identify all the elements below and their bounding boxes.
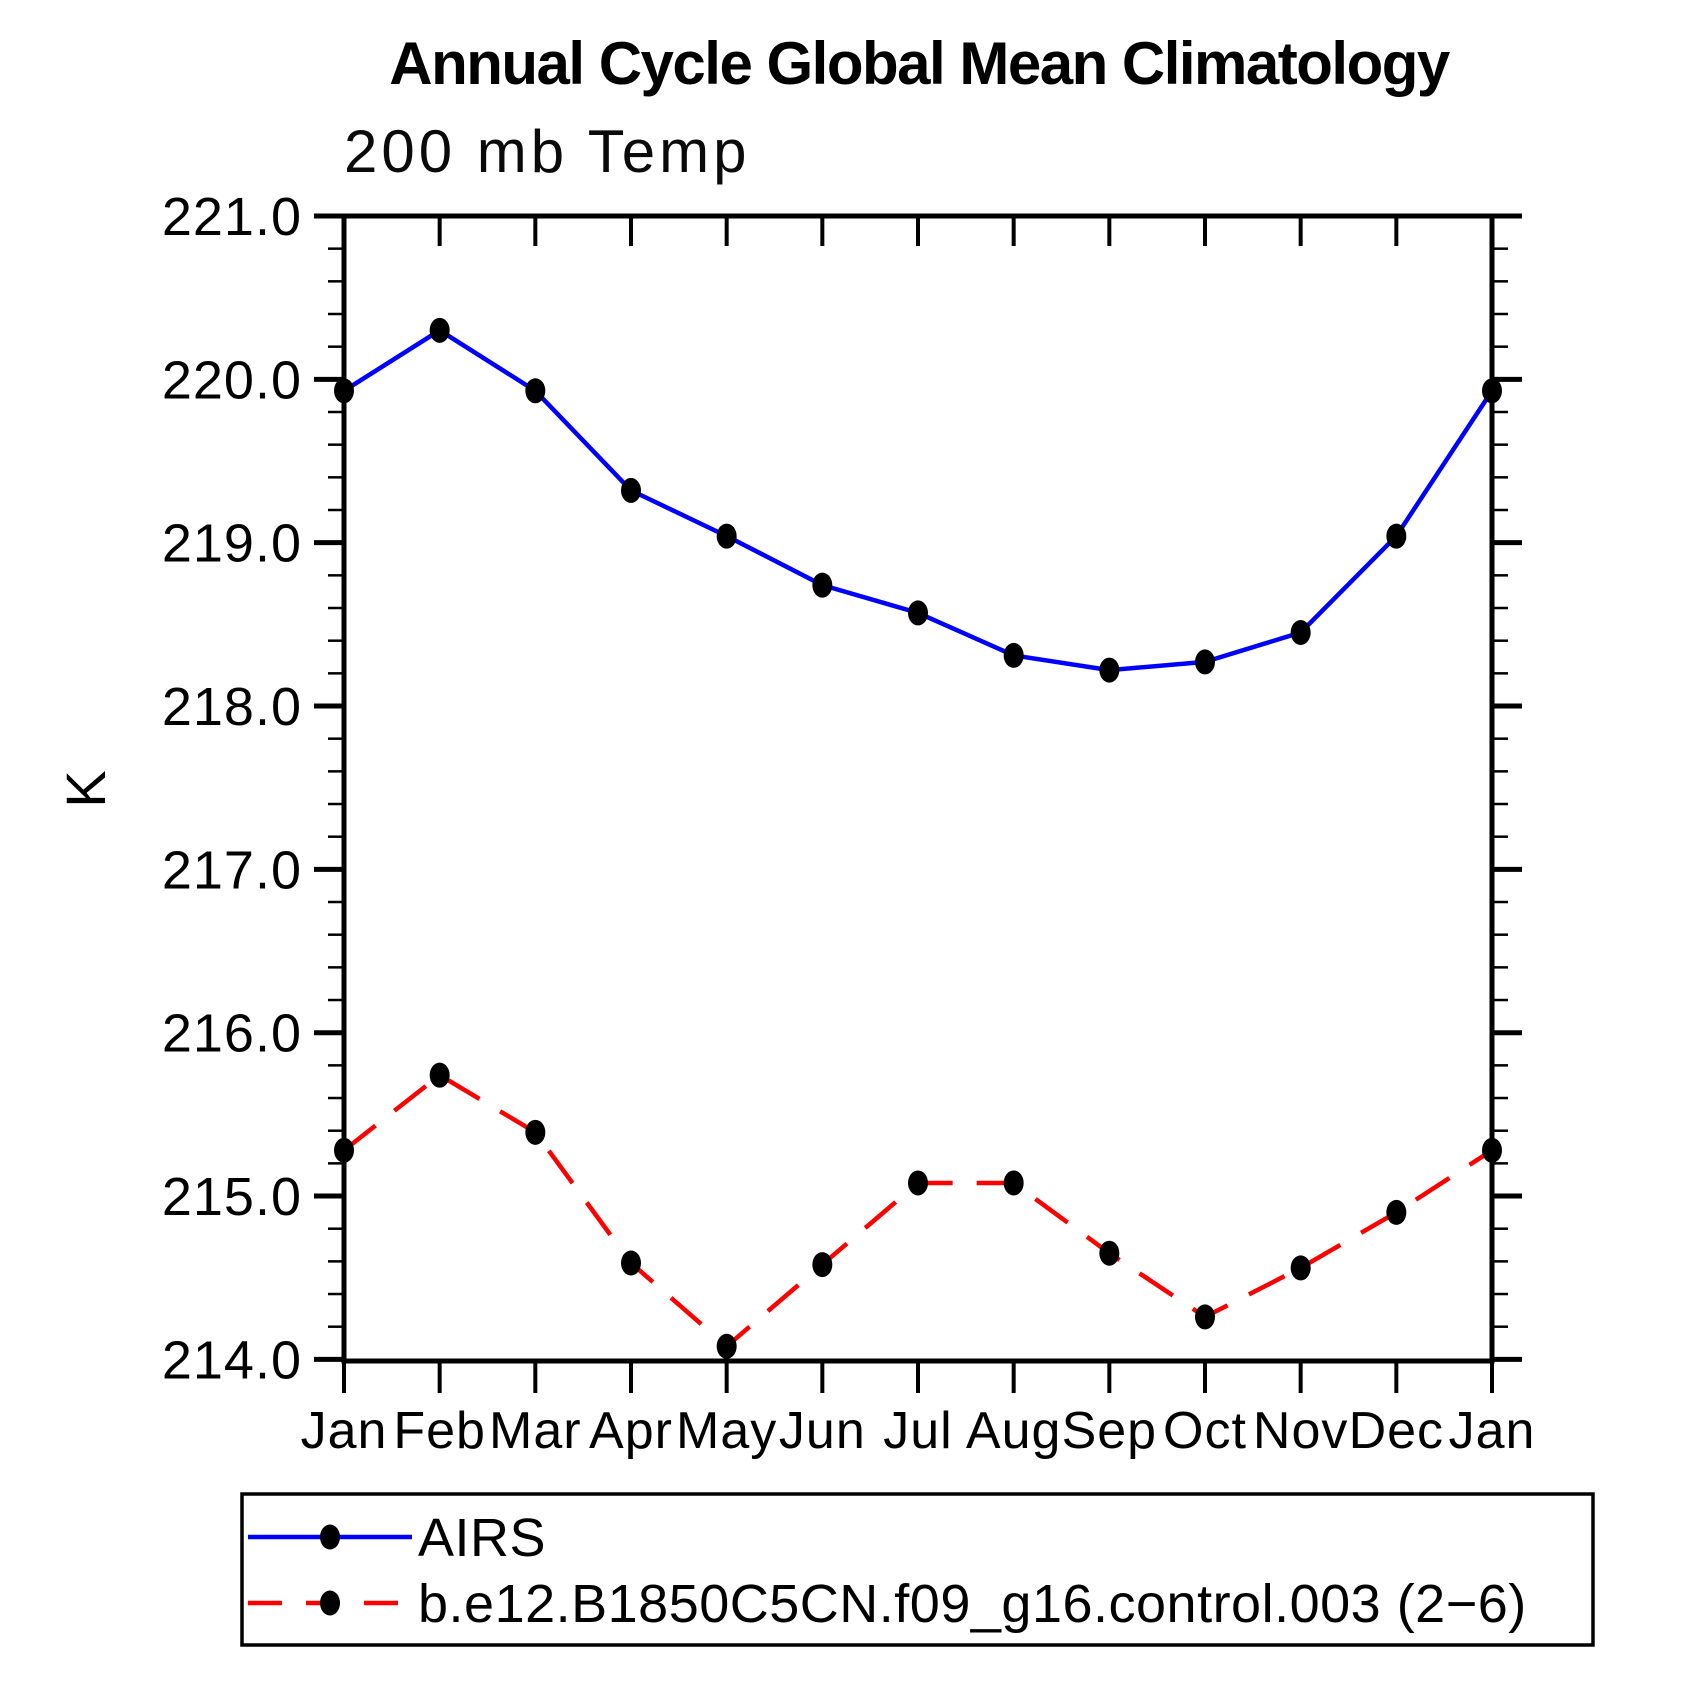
series-line-model	[342, 1072, 1494, 1349]
x-axis-month-label: Jul	[883, 1402, 952, 1460]
chart-title: Annual Cycle Global Mean Climatology	[389, 30, 1451, 97]
legend-entry-label: b.e12.B1850C5CN.f09_g16.control.003 (2−6…	[418, 1574, 1527, 1634]
data-point-marker	[1386, 1199, 1407, 1225]
y-axis-tick-label: 218.0	[162, 677, 302, 737]
legend-box: AIRSb.e12.B1850C5CN.f09_g16.control.003 …	[240, 1492, 1595, 1647]
data-point-marker	[1482, 1137, 1502, 1163]
x-axis-month-label: Oct	[1163, 1402, 1247, 1460]
x-axis-month-label: Jan	[301, 1402, 388, 1460]
x-axis-month-label: Dec	[1349, 1402, 1444, 1460]
data-point-marker	[429, 317, 450, 343]
x-axis-month-label: May	[676, 1402, 777, 1460]
legend-entry-label: AIRS	[418, 1508, 546, 1568]
data-point-marker	[525, 1119, 546, 1145]
data-point-marker	[812, 1252, 833, 1278]
x-axis-month-label: Jun	[779, 1402, 866, 1460]
data-point-marker	[1482, 378, 1502, 404]
data-point-marker	[1003, 642, 1024, 668]
data-point-marker	[716, 523, 737, 549]
data-point-marker	[908, 1170, 928, 1196]
data-point-marker	[1195, 1304, 1215, 1330]
axis-ticks	[314, 213, 1522, 1393]
legend-sample-marker	[320, 1524, 340, 1550]
x-axis-month-label: Sep	[1062, 1402, 1158, 1460]
legend-frame	[240, 1492, 1595, 1647]
data-point-marker	[908, 600, 928, 626]
x-axis-month-label: Jan	[1449, 1402, 1536, 1460]
y-axis-tick-label: 221.0	[162, 187, 302, 247]
data-point-marker	[429, 1062, 450, 1088]
data-point-marker	[621, 477, 641, 503]
data-point-marker	[812, 572, 833, 598]
data-point-marker	[716, 1333, 737, 1359]
y-axis-tick-label: 219.0	[162, 514, 302, 574]
chart-subtitle: 200 mb Temp	[344, 118, 750, 185]
data-point-marker	[334, 1137, 354, 1163]
y-axis-tick-label: 216.0	[162, 1004, 302, 1064]
y-axis-tick-labels: 214.0 215.0 216.0 217.0 218.0 219.0 220.0 221.0	[162, 187, 302, 1390]
legend-sample-marker	[320, 1590, 340, 1616]
data-point-marker	[1290, 620, 1311, 646]
x-axis-month-labels: Jan Feb Mar Apr May Jun Jul Aug Sep Oct Nov Dec Jan	[301, 1402, 1536, 1460]
x-axis-month-label: Nov	[1253, 1402, 1348, 1460]
plot-frame-rect	[341, 213, 1495, 1364]
data-point-marker	[1099, 1240, 1120, 1266]
data-point-marker	[1290, 1255, 1311, 1281]
y-axis-tick-label: 215.0	[162, 1167, 302, 1227]
data-point-marker	[1099, 657, 1120, 683]
x-axis-month-label: Aug	[966, 1402, 1062, 1460]
data-point-marker	[525, 378, 546, 404]
x-axis-month-label: Apr	[589, 1402, 673, 1460]
x-axis-month-label: Feb	[393, 1402, 486, 1460]
plot-frame	[341, 213, 1495, 1364]
data-point-marker	[621, 1250, 641, 1276]
y-axis-label: K	[54, 768, 117, 807]
data-point-marker	[334, 378, 354, 404]
y-axis-tick-label: 220.0	[162, 350, 302, 410]
y-axis-tick-label: 217.0	[162, 840, 302, 900]
data-point-marker	[1195, 649, 1215, 675]
series-group	[334, 317, 1502, 1359]
x-axis-month-label: Mar	[489, 1402, 582, 1460]
data-point-marker	[1386, 523, 1407, 549]
data-point-marker	[1003, 1170, 1024, 1196]
y-axis-tick-label: 214.0	[162, 1330, 302, 1390]
